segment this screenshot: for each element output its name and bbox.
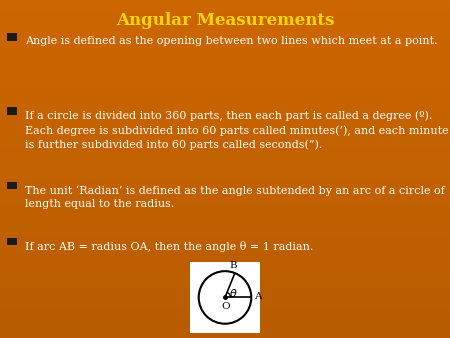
Bar — [0, 73, 450, 79]
Bar — [0, 282, 450, 287]
Bar — [0, 242, 450, 248]
Bar — [0, 129, 450, 135]
Bar — [0, 175, 450, 180]
Bar — [0, 225, 450, 231]
Bar — [0, 259, 450, 265]
Bar — [0, 101, 450, 107]
Bar — [0, 192, 450, 197]
Bar — [7, 238, 17, 245]
Bar — [0, 23, 450, 28]
Text: B: B — [230, 261, 237, 270]
Bar — [0, 169, 450, 175]
Bar — [0, 107, 450, 113]
Text: O: O — [221, 302, 230, 311]
Text: The unit ‘Radian’ is defined as the angle subtended by an arc of a circle of len: The unit ‘Radian’ is defined as the angl… — [25, 185, 445, 209]
Bar — [0, 248, 450, 254]
Bar — [0, 315, 450, 321]
Bar — [0, 265, 450, 270]
Bar — [0, 51, 450, 56]
Bar — [0, 220, 450, 225]
Text: If a circle is divided into 360 parts, then each part is called a degree (º). Ea: If a circle is divided into 360 parts, t… — [25, 111, 448, 150]
Bar — [0, 287, 450, 293]
Bar — [0, 56, 450, 62]
Bar — [0, 113, 450, 118]
Bar — [0, 68, 450, 73]
Bar — [0, 231, 450, 237]
Bar — [0, 28, 450, 34]
Bar — [0, 152, 450, 158]
Bar — [0, 135, 450, 141]
Bar — [0, 17, 450, 23]
Bar — [0, 209, 450, 214]
Bar — [0, 96, 450, 101]
Bar — [0, 203, 450, 209]
Bar — [0, 40, 450, 45]
Bar — [7, 107, 17, 115]
Bar — [0, 214, 450, 220]
Bar — [0, 321, 450, 327]
Bar — [0, 298, 450, 304]
Bar — [0, 276, 450, 282]
Bar — [0, 270, 450, 276]
Bar — [0, 0, 450, 6]
Bar — [0, 327, 450, 332]
Bar — [0, 118, 450, 124]
Text: If arc AB = radius OA, then the angle θ = 1 radian.: If arc AB = radius OA, then the angle θ … — [25, 241, 313, 252]
Bar — [0, 62, 450, 68]
Bar — [0, 34, 450, 40]
Bar — [0, 304, 450, 310]
Bar — [0, 6, 450, 11]
Text: A: A — [254, 292, 262, 301]
Bar — [0, 79, 450, 84]
Bar — [0, 90, 450, 96]
Bar — [0, 124, 450, 129]
Bar — [0, 186, 450, 192]
Bar — [0, 332, 450, 338]
Bar — [7, 182, 17, 189]
Bar — [0, 141, 450, 146]
Text: Angular Measurements: Angular Measurements — [116, 12, 334, 29]
Bar — [0, 197, 450, 203]
Bar — [0, 254, 450, 259]
Bar — [0, 163, 450, 169]
Bar — [0, 237, 450, 242]
Bar — [0, 293, 450, 298]
Bar — [0, 310, 450, 315]
Bar — [0, 158, 450, 163]
Text: Angle is defined as the opening between two lines which meet at a point.: Angle is defined as the opening between … — [25, 36, 437, 46]
Bar — [0, 45, 450, 51]
Text: $\theta$: $\theta$ — [229, 287, 237, 299]
Bar — [0, 11, 450, 17]
Bar — [7, 33, 17, 41]
Bar — [0, 146, 450, 152]
Bar — [0, 84, 450, 90]
Bar — [0, 180, 450, 186]
